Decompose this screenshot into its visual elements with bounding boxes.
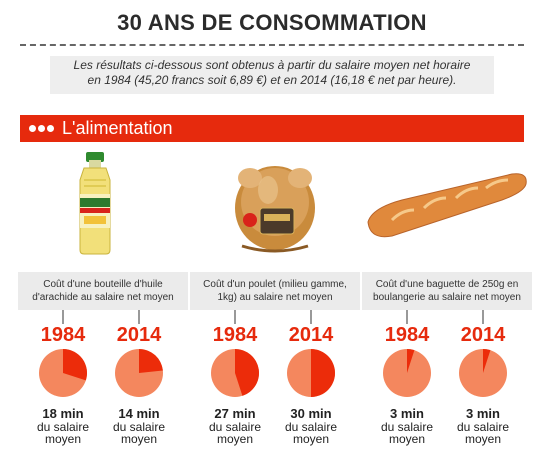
- baguette-icon: [367, 173, 527, 238]
- connector-line: [138, 310, 140, 324]
- roast-chicken-icon: [235, 166, 315, 253]
- connector-line: [482, 310, 484, 324]
- pie-chart: [211, 349, 259, 397]
- connector-line: [310, 310, 312, 324]
- item-oil: Coût d'une bouteille d'huile d'arachide …: [18, 150, 188, 460]
- dots-icon: [29, 125, 56, 143]
- value-unit: du salaire moyen: [284, 420, 338, 446]
- pie-chart: [39, 349, 87, 397]
- pie-chart: [383, 349, 431, 397]
- pie-slice: [235, 349, 259, 396]
- value-minutes: 3 min: [466, 406, 500, 421]
- connector-line: [234, 310, 236, 324]
- value-1984: 18 min du salaire moyen: [23, 406, 103, 446]
- pie-chart: [115, 349, 163, 397]
- year-1984: 1984: [40, 324, 86, 346]
- value-unit: du salaire moyen: [380, 420, 434, 446]
- value-minutes: 27 min: [214, 406, 256, 421]
- oil-bottle-icon: [79, 152, 111, 255]
- value-unit: du salaire moyen: [208, 420, 262, 446]
- section-title: L'alimentation: [62, 118, 173, 138]
- pie-slice: [407, 349, 415, 373]
- pie-slice: [311, 349, 335, 397]
- value-unit: du salaire moyen: [36, 420, 90, 446]
- intro-box: Les résultats ci-dessous sont obtenus à …: [50, 56, 494, 94]
- section-header: L'alimentation: [20, 115, 524, 142]
- value-1984: 27 min du salaire moyen: [195, 406, 275, 446]
- value-unit: du salaire moyen: [112, 420, 166, 446]
- year-2014: 2014: [460, 324, 506, 346]
- page-title: 30 ANS DE CONSOMMATION: [117, 10, 427, 35]
- pie-slice: [483, 349, 491, 373]
- value-minutes: 18 min: [42, 406, 84, 421]
- value-2014: 3 min du salaire moyen: [443, 406, 523, 446]
- pie-slice: [139, 349, 163, 373]
- connector-line: [62, 310, 64, 324]
- title-divider: [20, 44, 524, 46]
- value-2014: 30 min du salaire moyen: [271, 406, 351, 446]
- value-minutes: 14 min: [118, 406, 160, 421]
- value-minutes: 30 min: [290, 406, 332, 421]
- intro-line-1: Les résultats ci-dessous sont obtenus à …: [73, 58, 471, 72]
- value-minutes: 3 min: [390, 406, 424, 421]
- item-baguette: Coût d'une baguette de 250g en boulanger…: [362, 150, 532, 460]
- connector-line: [406, 310, 408, 324]
- caption-chicken: Coût d'un poulet (milieu gamme, 1kg) au …: [190, 272, 360, 310]
- value-unit: du salaire moyen: [456, 420, 510, 446]
- year-2014: 2014: [116, 324, 162, 346]
- caption-baguette: Coût d'une baguette de 250g en boulanger…: [362, 272, 532, 310]
- pie-chart: [459, 349, 507, 397]
- value-1984: 3 min du salaire moyen: [367, 406, 447, 446]
- year-2014: 2014: [288, 324, 334, 346]
- caption-oil: Coût d'une bouteille d'huile d'arachide …: [18, 272, 188, 310]
- intro-line-2: en 1984 (45,20 francs soit 6,89 €) et en…: [87, 73, 457, 87]
- item-chicken: Coût d'un poulet (milieu gamme, 1kg) au …: [190, 150, 360, 460]
- pie-chart: [287, 349, 335, 397]
- pie-slice: [63, 349, 87, 381]
- year-1984: 1984: [384, 324, 430, 346]
- year-1984: 1984: [212, 324, 258, 346]
- value-2014: 14 min du salaire moyen: [99, 406, 179, 446]
